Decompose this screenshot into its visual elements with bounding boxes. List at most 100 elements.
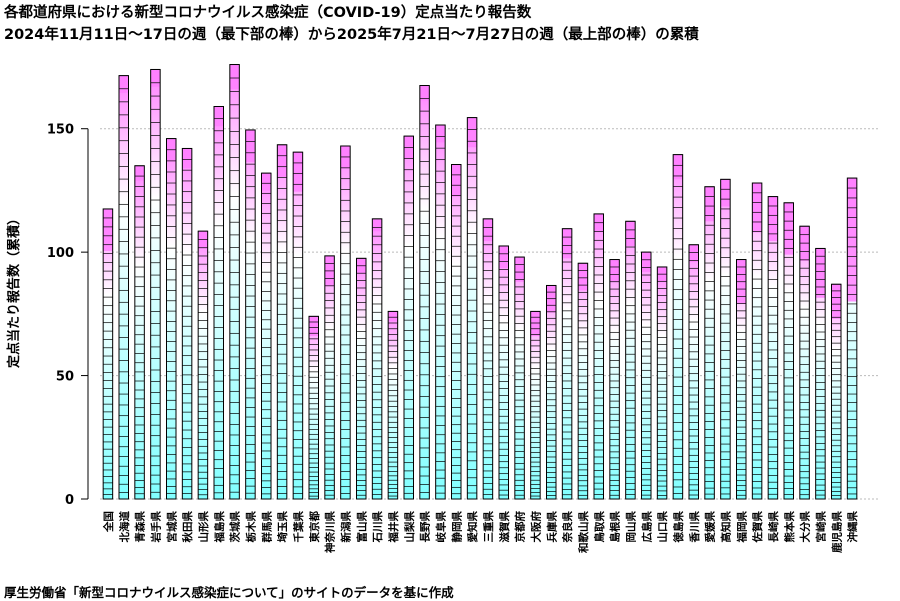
bar-fill (546, 285, 556, 499)
bar-recent-segment (182, 148, 192, 169)
bar-北海道 (118, 75, 129, 500)
bar-recent-segment (150, 69, 161, 87)
bar-recent-segment (419, 85, 430, 101)
y-axis-label: 定点当たり報告数（累積） (6, 212, 22, 369)
x-tick-label: 青森県 (134, 511, 147, 543)
bar-徳島県 (672, 154, 684, 500)
bars (102, 64, 858, 500)
x-tick-label: 大阪府 (529, 511, 542, 543)
bar-recent-segment (103, 208, 113, 251)
x-tick-label: 全国 (102, 511, 115, 533)
bar-群馬県 (261, 172, 272, 500)
bar-fill (799, 226, 810, 500)
bar-outline (403, 135, 414, 500)
x-tick-label: 徳島県 (672, 511, 685, 544)
bar-fill (340, 145, 351, 499)
bar-山梨県 (403, 135, 414, 500)
bar-fill (103, 208, 113, 499)
bar-outline (102, 208, 114, 500)
bar-fill (245, 129, 256, 499)
bar-fill (578, 263, 588, 499)
bar-outline (498, 245, 509, 500)
x-tick-label: 東京都 (308, 511, 321, 543)
bar-outline (356, 257, 367, 500)
bar-三重県 (482, 218, 494, 500)
bar-岡山県 (625, 220, 636, 500)
bar-千葉県 (292, 151, 304, 500)
bar-recent-segment (625, 221, 636, 246)
chart-subtitle: 2024年11月11日～17日の週（最下部の棒）から2025年7月21日～7月2… (4, 27, 699, 43)
bar-fill (388, 311, 398, 499)
bar-fill (562, 228, 572, 500)
bar-outline (451, 164, 462, 500)
bar-outline (656, 266, 668, 500)
x-tick-label: 和歌山県 (577, 511, 590, 554)
bar-広島県 (641, 251, 652, 500)
bar-outline (118, 75, 129, 500)
x-tick-label: 滋賀県 (498, 511, 511, 543)
bar-岩手県 (150, 68, 161, 500)
bar-fill (150, 69, 161, 500)
bar-outline (292, 151, 304, 500)
bar-佐賀県 (751, 182, 763, 500)
x-tick-label: 山形県 (197, 511, 210, 543)
bar-outline (609, 259, 620, 500)
x-tick-label: 群馬県 (260, 511, 273, 543)
bar-recent-segment (451, 164, 461, 197)
bar-recent-segment (609, 259, 620, 282)
x-tick-label: 佐賀県 (751, 511, 764, 544)
bar-fill (166, 138, 176, 500)
bar-recent-segment (578, 263, 588, 291)
bar-outline (736, 259, 747, 500)
bar-fill (261, 173, 271, 500)
bar-高知県 (720, 178, 731, 500)
bar-fill (356, 258, 366, 499)
bar-outline (435, 124, 446, 500)
x-tick-label: 福岡県 (735, 511, 748, 544)
bar-宮崎県 (815, 247, 826, 500)
bar-fill (625, 221, 636, 500)
x-tick-label: 愛知県 (466, 511, 479, 543)
bar-fill (736, 259, 746, 499)
bar-fill (182, 148, 192, 499)
bar-outline (514, 256, 525, 500)
x-tick-label: 鳥取県 (593, 511, 606, 543)
bar-outline (150, 68, 161, 500)
bar-愛媛県 (704, 186, 715, 500)
bar-outline (324, 255, 335, 500)
x-tick-label: 奈良県 (561, 511, 574, 544)
x-tick-label: 沖縄県 (846, 511, 859, 543)
bar-fill (467, 117, 477, 499)
x-tick-label: 山梨県 (403, 511, 416, 543)
bar-outline (197, 230, 209, 500)
bar-recent-segment (768, 196, 778, 242)
bar-fill (277, 144, 287, 499)
x-tick-label: 高知県 (719, 511, 732, 543)
bar-fill (673, 154, 683, 500)
bar-recent-segment (467, 117, 477, 148)
bar-鹿児島県 (831, 283, 842, 500)
bar-全国 (102, 208, 114, 500)
bar-outline (751, 182, 763, 500)
x-tick-label: 広島県 (640, 511, 653, 543)
bar-outline (846, 177, 858, 500)
x-tick-label: 福島県 (213, 511, 226, 544)
bar-outline (577, 262, 589, 500)
bar-fill (720, 179, 731, 499)
bar-fill (435, 125, 446, 500)
x-tick-label: 岡山県 (624, 511, 637, 543)
bar-fill (293, 152, 303, 499)
bar-recent-segment (831, 284, 841, 319)
x-axis-labels: 全国 北海道 青森県 岩手県 宮城県 秋田県 山形県 福島県 茨城県 栃木県 群馬県 埼玉県 千葉県 東京… (102, 511, 859, 554)
x-tick-label: 静岡県 (450, 511, 463, 543)
bar-outline (213, 105, 224, 500)
bar-奈良県 (561, 228, 573, 500)
bar-outline (308, 315, 319, 500)
bar-outline (276, 144, 288, 500)
bar-recent-segment (309, 316, 319, 337)
bar-outline (419, 85, 430, 500)
bar-recent-segment (546, 285, 556, 313)
bar-outline (767, 196, 779, 500)
x-tick-label: 宮崎県 (814, 511, 827, 543)
